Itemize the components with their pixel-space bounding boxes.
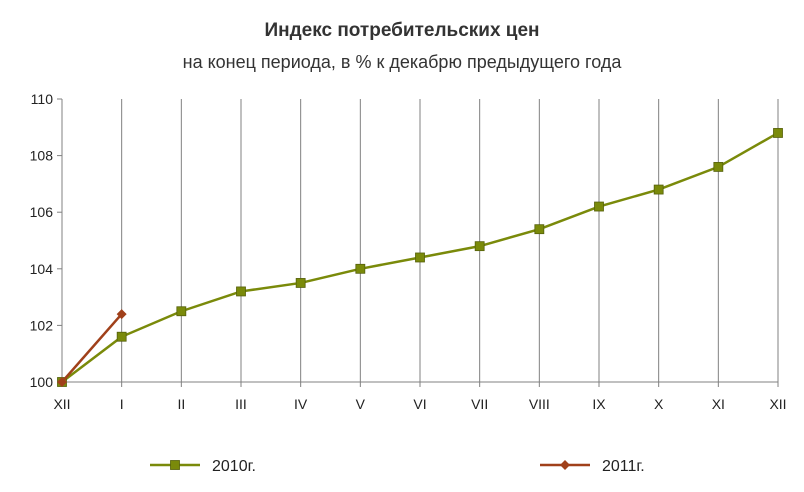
series-1-point [116,331,127,342]
x-tick-label: X [654,396,664,412]
x-tick-label: V [356,396,366,412]
x-tick-label: VII [471,396,488,412]
y-tick-label: 100 [30,374,54,390]
x-tick-label: I [120,396,124,412]
series-1-point [355,263,366,274]
x-tick-label: XI [712,396,725,412]
x-tick-label: IX [592,396,606,412]
x-tick-label: IV [294,396,308,412]
series-1-point [236,286,246,297]
chart-title: Индекс потребительских цен [264,20,540,41]
grid-layer [121,99,779,382]
x-tick-label: VIII [529,396,550,412]
series-1-point [713,162,724,172]
x-tick-label: XII [53,396,70,412]
x-tick-label: II [177,396,185,412]
y-tick-label: 106 [30,204,54,220]
x-tick-label: XII [769,396,786,412]
legend-series-2-label: 2011г. [602,458,645,475]
series-1-point [773,128,783,138]
y-tick-label: 104 [30,261,54,277]
series-1-point [474,241,485,252]
legend-series-1-label: 2010г. [212,458,256,475]
x-tick-label: III [235,396,247,412]
series-1-point [415,252,425,263]
series-1-point [653,184,664,195]
series-2-point [116,309,127,320]
series-layer [57,128,783,387]
legend-series-2-marker [560,460,570,470]
legend-series-1-marker [170,460,180,470]
series-1-point [594,201,604,212]
chart-subtitle: на конец периода, в % к декабрю предыдущ… [182,52,622,72]
y-tick-label: 108 [30,148,54,164]
series-1-point [176,306,187,317]
series-2-line [61,313,123,383]
series-1-point [534,224,545,235]
series-1-point [295,278,306,288]
series-2-point [57,377,67,387]
y-tick-label: 102 [30,317,54,333]
x-tick-label: VI [413,396,426,412]
legend: 2010г. 2011г. [150,458,645,475]
y-tick-label: 110 [31,91,54,107]
